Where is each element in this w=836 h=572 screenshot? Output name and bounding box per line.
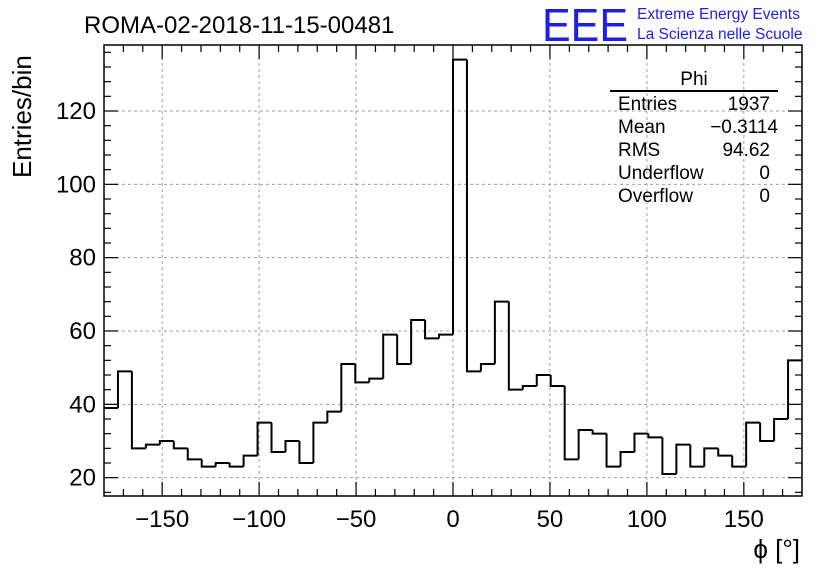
- histogram-bin: [675, 443, 691, 474]
- histogram-bin: [214, 462, 230, 467]
- x-tick-label: 100: [627, 506, 667, 533]
- histogram-bin: [493, 300, 509, 364]
- stats-value-rms: 94.62: [722, 140, 770, 161]
- x-tick-label: −50: [336, 506, 377, 533]
- x-tick-label: −100: [232, 506, 286, 533]
- histogram-bin: [591, 430, 607, 435]
- histogram-bin: [382, 333, 398, 379]
- stats-label-entries: Entries: [618, 94, 677, 115]
- histogram-bin: [717, 448, 733, 457]
- histogram-bars: [104, 58, 802, 475]
- histogram-bin: [172, 441, 188, 450]
- histogram-bin: [745, 421, 761, 467]
- x-tick-labels: −150 −100 −50 0 50 100 150: [135, 506, 764, 533]
- stats-label-underflow: Underflow: [618, 163, 704, 184]
- histogram-bin: [354, 364, 370, 384]
- axis-ticks: [104, 45, 802, 496]
- histogram-bin: [242, 454, 258, 467]
- stats-value-entries: 1937: [728, 94, 770, 115]
- y-tick-label: 20: [69, 465, 96, 492]
- stats-label-rms: RMS: [618, 140, 660, 161]
- x-tick-label: −150: [135, 506, 189, 533]
- y-tick-label: 100: [56, 171, 96, 198]
- histogram-bin: [186, 448, 202, 461]
- x-tick-label: 0: [446, 506, 459, 533]
- histogram-bin: [368, 377, 384, 383]
- y-tick-label: 120: [56, 98, 96, 125]
- y-tick-labels: 20 40 60 80 100 120: [56, 98, 96, 492]
- histogram-bin: [326, 410, 342, 423]
- stats-label-mean: Mean: [618, 117, 666, 138]
- stats-title: Phi: [680, 69, 707, 90]
- stats-label-overflow: Overflow: [618, 186, 693, 207]
- y-tick-label: 60: [69, 318, 96, 345]
- histogram-bin: [661, 437, 677, 475]
- stats-box: Phi Entries 1937 Mean −0.3114 RMS 94.62 …: [610, 69, 778, 207]
- y-tick-label: 40: [69, 391, 96, 418]
- histogram-bin: [438, 333, 453, 339]
- histogram-bin: [200, 459, 216, 468]
- stats-value-mean: −0.3114: [710, 117, 778, 138]
- logo-line-2: La Scienza nelle Scuole: [637, 26, 802, 43]
- plot-frame: [103, 44, 803, 497]
- x-axis-label: ϕ [°]: [753, 534, 800, 564]
- y-axis-label: Entries/bin: [7, 55, 37, 178]
- histogram-bin: [689, 444, 705, 468]
- logo-mark: EEE: [542, 0, 628, 51]
- histogram-bin: [647, 433, 663, 439]
- histogram-bin: [298, 441, 314, 464]
- histogram-bin: [577, 429, 593, 460]
- histogram-bin: [759, 422, 775, 442]
- histogram-bin: [633, 432, 649, 452]
- histogram-bin: [424, 320, 440, 340]
- histogram-bin: [563, 386, 579, 461]
- histogram-bin: [130, 371, 146, 450]
- histogram-bin: [619, 451, 635, 467]
- histogram-bin: [731, 455, 747, 468]
- histogram-bin: [228, 463, 244, 468]
- histogram-bin: [312, 421, 328, 463]
- histogram-bin: [549, 375, 565, 387]
- histogram-bin: [521, 385, 537, 390]
- histogram-bin: [773, 418, 789, 441]
- histogram-bin: [703, 447, 719, 467]
- chart-title: ROMA-02-2018-11-15-00481: [84, 12, 394, 39]
- histogram-bin: [410, 319, 426, 364]
- histogram-bin: [158, 440, 174, 445]
- stats-value-underflow: 0: [759, 163, 770, 184]
- histogram-bin: [507, 301, 523, 391]
- histogram-bin: [605, 433, 621, 468]
- x-tick-label: 50: [537, 506, 564, 533]
- histogram-bin: [396, 334, 412, 365]
- histogram-bin: [479, 363, 495, 372]
- histogram-bin: [284, 440, 300, 452]
- histogram-bin: [452, 58, 467, 335]
- histogram-bin: [465, 59, 481, 373]
- histogram-bin: [116, 370, 132, 408]
- y-tick-label: 80: [69, 245, 96, 272]
- histogram-bin: [256, 421, 272, 456]
- stats-value-overflow: 0: [759, 186, 770, 207]
- histogram-bin: [340, 363, 356, 412]
- histogram-bin: [144, 443, 160, 449]
- logo-line-1: Extreme Energy Events: [637, 6, 800, 23]
- histogram-bin: [270, 422, 286, 453]
- x-tick-label: 150: [724, 506, 764, 533]
- eee-logo: EEE Extreme Energy Events La Scienza nel…: [542, 0, 802, 51]
- histogram-bin: [535, 374, 551, 386]
